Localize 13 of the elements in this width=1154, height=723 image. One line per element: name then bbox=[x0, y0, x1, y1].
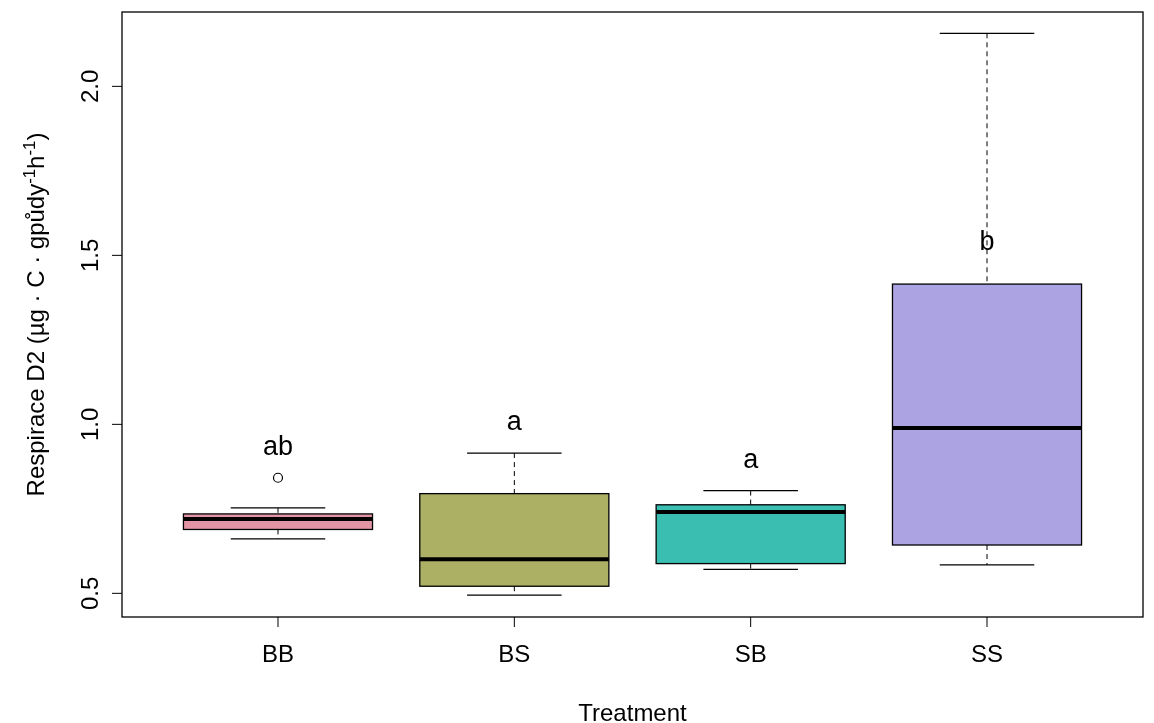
annotation: b bbox=[979, 226, 995, 257]
y-tick-label: 2.0 bbox=[76, 69, 103, 104]
x-tick-label: SS bbox=[971, 640, 1004, 667]
x-axis-title: Treatment bbox=[578, 699, 688, 723]
annotation: ab bbox=[262, 430, 294, 461]
annotation: a bbox=[506, 406, 523, 437]
y-tick-label: 0.5 bbox=[76, 576, 103, 611]
x-tick-label: BB bbox=[261, 640, 294, 667]
x-tick-label: SB bbox=[734, 640, 767, 667]
x-tick-label: BS bbox=[498, 640, 531, 667]
annotation: a bbox=[743, 443, 760, 474]
y-tick-label: 1.5 bbox=[76, 238, 103, 273]
y-tick-label: 1.0 bbox=[76, 407, 103, 442]
